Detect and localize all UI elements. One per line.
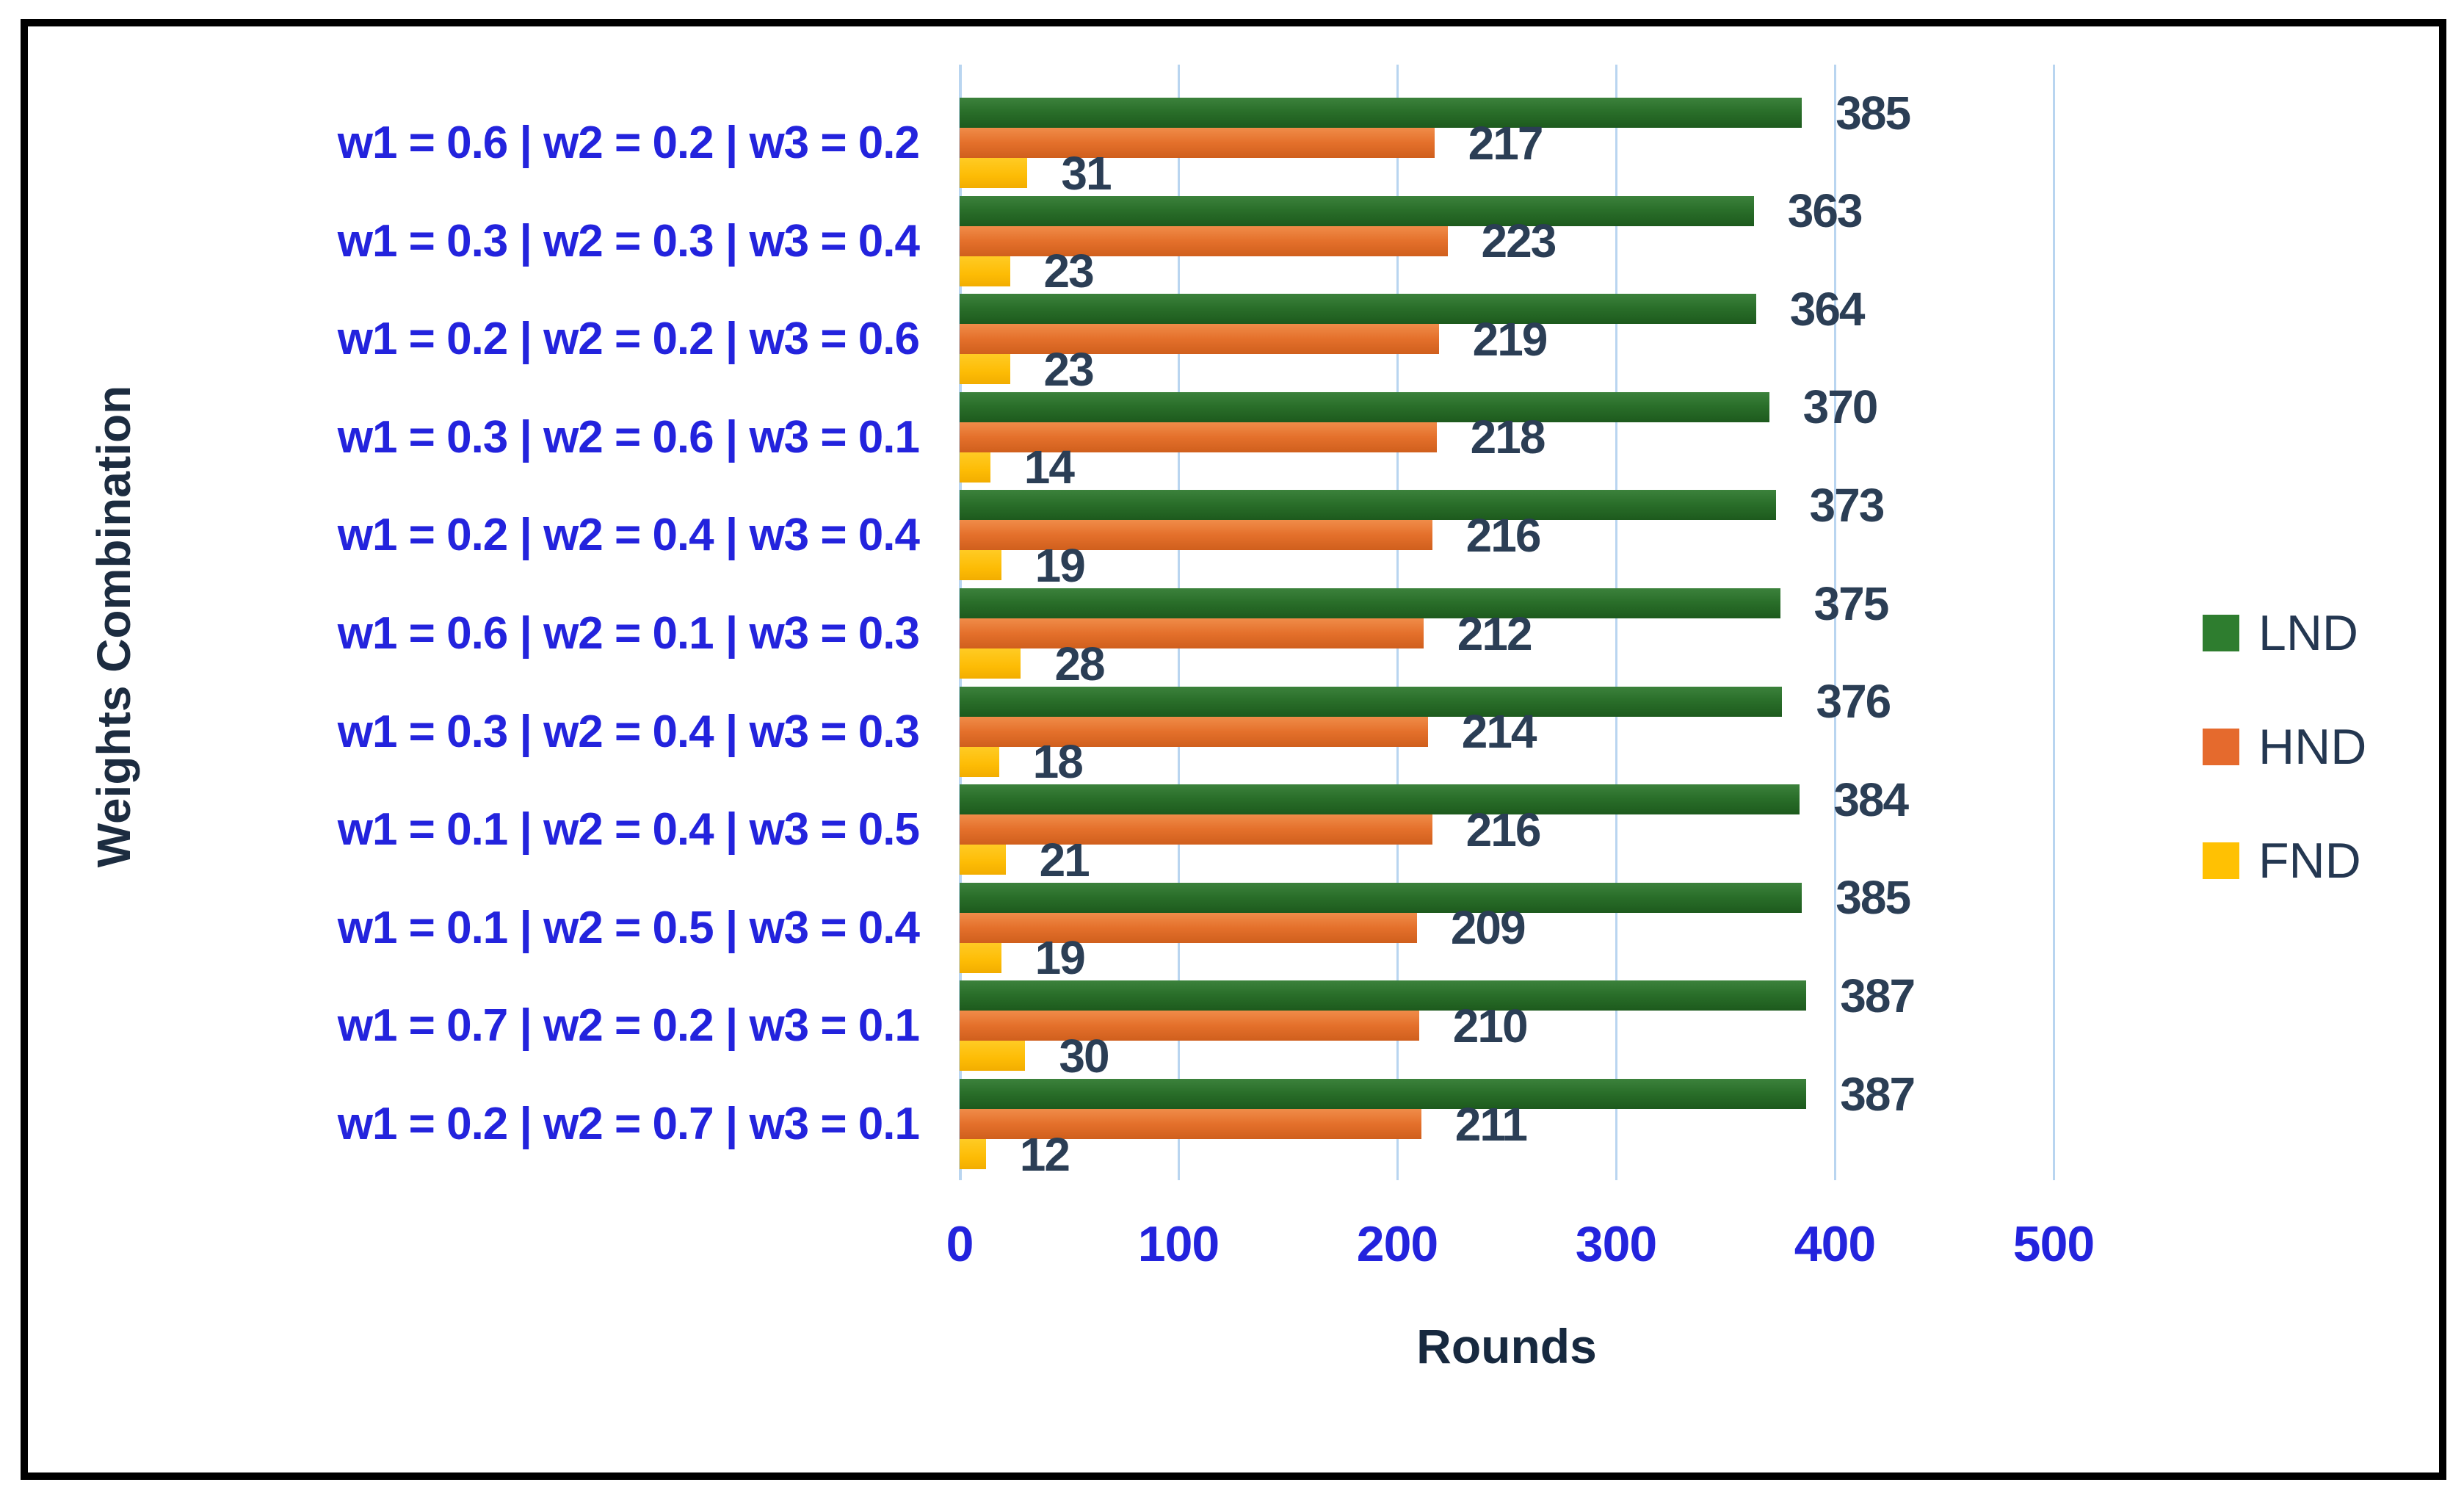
bar-value-label: 387 xyxy=(1840,1067,1916,1121)
x-tick-label: 0 xyxy=(946,1216,974,1272)
category-label: w1 = 0.3 | w2 = 0.4 | w3 = 0.3 xyxy=(337,706,920,757)
legend-item-lnd: LND xyxy=(2203,605,2358,661)
bar-value-label: 216 xyxy=(1465,803,1542,856)
bar-value-label: 384 xyxy=(1833,773,1909,826)
bar-fnd xyxy=(960,158,1028,188)
bar-lnd xyxy=(960,980,1807,1011)
legend-item-fnd: FND xyxy=(2203,833,2361,889)
y-axis-title: Weights Combination xyxy=(87,385,140,868)
category-label: w1 = 0.2 | w2 = 0.2 | w3 = 0.6 xyxy=(337,314,920,365)
bar-hnd xyxy=(960,716,1428,747)
bar-value-label: 23 xyxy=(1043,342,1095,396)
bar-value-label: 14 xyxy=(1023,441,1075,494)
gridline xyxy=(1834,65,1836,1180)
bar-hnd xyxy=(960,1109,1421,1139)
category-label: w1 = 0.2 | w2 = 0.4 | w3 = 0.4 xyxy=(337,510,920,561)
bar-value-label: 211 xyxy=(1454,1097,1528,1151)
bar-hnd xyxy=(960,912,1417,943)
legend-swatch-fnd xyxy=(2203,842,2239,879)
bar-value-label: 19 xyxy=(1034,538,1086,592)
bar-hnd xyxy=(960,324,1439,355)
category-label: w1 = 0.2 | w2 = 0.7 | w3 = 0.1 xyxy=(337,1099,920,1149)
bar-value-label: 364 xyxy=(1789,282,1866,336)
bar-fnd xyxy=(960,354,1010,385)
bar-value-label: 30 xyxy=(1059,1029,1109,1083)
bar-lnd xyxy=(960,98,1802,128)
bar-value-label: 363 xyxy=(1787,184,1863,238)
bar-hnd xyxy=(960,422,1437,452)
bar-fnd xyxy=(960,746,999,777)
bar-value-label: 376 xyxy=(1816,675,1891,729)
bar-lnd xyxy=(960,882,1802,913)
gridline xyxy=(2053,65,2055,1180)
bar-value-label: 216 xyxy=(1465,508,1542,562)
bar-value-label: 223 xyxy=(1481,214,1557,268)
bar-lnd xyxy=(960,588,1780,618)
legend-item-hnd: HND xyxy=(2203,719,2366,775)
bar-lnd xyxy=(960,1079,1807,1109)
bar-lnd xyxy=(960,195,1754,226)
bar-value-label: 375 xyxy=(1813,577,1890,630)
bar-value-label: 12 xyxy=(1019,1127,1070,1181)
bar-value-label: 219 xyxy=(1472,312,1548,366)
x-tick-label: 400 xyxy=(1794,1216,1876,1272)
bar-value-label: 373 xyxy=(1809,478,1885,532)
gridline xyxy=(1615,65,1617,1180)
bar-hnd xyxy=(960,1011,1419,1041)
category-label: w1 = 0.3 | w2 = 0.3 | w3 = 0.4 xyxy=(337,215,920,267)
legend-label: LND xyxy=(2258,605,2359,661)
bar-value-label: 387 xyxy=(1840,969,1916,1022)
category-label: w1 = 0.1 | w2 = 0.4 | w3 = 0.5 xyxy=(337,804,920,856)
bar-value-label: 214 xyxy=(1461,705,1537,759)
bar-value-label: 210 xyxy=(1452,999,1529,1052)
bar-hnd xyxy=(960,520,1432,551)
category-label: w1 = 0.6 | w2 = 0.2 | w3 = 0.2 xyxy=(337,118,920,168)
legend-label: HND xyxy=(2258,719,2367,775)
bar-value-label: 18 xyxy=(1032,735,1084,789)
bar-value-label: 217 xyxy=(1468,116,1544,170)
bar-value-label: 31 xyxy=(1061,146,1112,200)
bar-hnd xyxy=(960,225,1448,256)
bar-value-label: 209 xyxy=(1450,901,1526,955)
bar-hnd xyxy=(960,128,1435,158)
x-axis-title: Rounds xyxy=(1416,1319,1597,1373)
bar-value-label: 23 xyxy=(1043,245,1095,298)
bar-value-label: 385 xyxy=(1836,871,1911,925)
bar-fnd xyxy=(960,1139,986,1169)
bar-fnd xyxy=(960,550,1001,581)
legend-swatch-hnd xyxy=(2203,729,2239,765)
bar-fnd xyxy=(960,942,1001,973)
x-tick-label: 100 xyxy=(1137,1216,1220,1272)
bar-fnd xyxy=(960,452,990,483)
legend-label: FND xyxy=(2258,833,2361,889)
bar-value-label: 370 xyxy=(1802,380,1879,434)
bar-fnd xyxy=(960,648,1021,679)
bar-lnd xyxy=(960,784,1800,815)
category-label: w1 = 0.1 | w2 = 0.5 | w3 = 0.4 xyxy=(337,902,920,953)
bar-hnd xyxy=(960,814,1432,845)
bar-value-label: 21 xyxy=(1039,833,1090,886)
x-tick-label: 500 xyxy=(2012,1216,2095,1272)
bar-value-label: 28 xyxy=(1054,637,1105,690)
bar-value-label: 212 xyxy=(1457,607,1533,660)
bar-value-label: 385 xyxy=(1836,86,1911,140)
bar-fnd xyxy=(960,256,1010,286)
bar-value-label: 19 xyxy=(1034,931,1086,985)
bar-lnd xyxy=(960,686,1783,717)
bar-lnd xyxy=(960,391,1769,422)
bar-value-label: 218 xyxy=(1470,411,1546,464)
category-label: w1 = 0.6 | w2 = 0.1 | w3 = 0.3 xyxy=(337,608,920,659)
category-label: w1 = 0.7 | w2 = 0.2 | w3 = 0.1 xyxy=(337,1000,920,1052)
bar-fnd xyxy=(960,1041,1026,1072)
bar-fnd xyxy=(960,845,1006,875)
bar-hnd xyxy=(960,618,1424,648)
x-tick-label: 300 xyxy=(1575,1216,1657,1272)
category-label: w1 = 0.3 | w2 = 0.6 | w3 = 0.1 xyxy=(337,411,920,463)
bar-lnd xyxy=(960,294,1756,325)
bar-lnd xyxy=(960,490,1776,521)
legend-swatch-lnd xyxy=(2203,615,2239,651)
x-tick-label: 200 xyxy=(1356,1216,1438,1272)
